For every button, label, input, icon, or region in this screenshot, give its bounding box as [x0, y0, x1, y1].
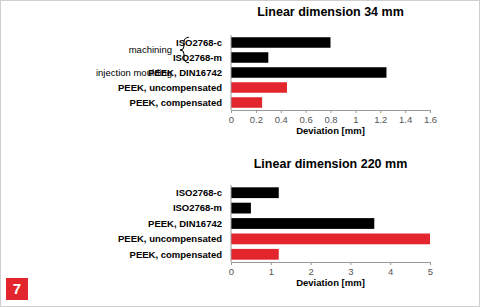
tick: 0	[229, 110, 234, 125]
bar	[231, 249, 279, 260]
category-label: ISO2768-m	[173, 52, 222, 63]
brace	[180, 37, 189, 63]
tick-mark	[390, 262, 391, 265]
badge-label: 7	[13, 280, 21, 297]
tick-mark	[430, 262, 431, 265]
tick-mark	[380, 110, 381, 113]
figure-badge: 7	[6, 278, 28, 300]
tick-label: 5	[428, 266, 433, 277]
tick-mark	[306, 110, 307, 113]
bar	[231, 82, 287, 93]
category-label: PEEK, compensated	[130, 249, 223, 260]
axis-line	[232, 263, 431, 266]
tick: 5	[428, 262, 433, 277]
tick: 0.2	[250, 110, 263, 125]
tick-label: 0.2	[250, 114, 263, 125]
y-axis-line	[231, 185, 232, 262]
tick-mark	[281, 110, 282, 113]
x-axis: 0 0.2 0.4 0.6 0.8 1 1.2 1.4 1.6	[229, 110, 437, 125]
tick-label: 1	[353, 114, 358, 125]
tick: 1	[353, 110, 358, 125]
tick: 0.8	[324, 110, 337, 125]
tick: 1	[269, 262, 274, 277]
bar	[231, 234, 430, 245]
chart: Linear dimension 34 mm ISO2768-c ISO2768-m…	[96, 5, 437, 136]
category-label: PEEK, uncompensated	[118, 82, 222, 93]
tick: 1.4	[399, 110, 412, 125]
title: Linear dimension 34 mm	[257, 5, 404, 19]
bar	[231, 52, 268, 63]
tick-label: 3	[348, 266, 353, 277]
frame	[1, 1, 480, 307]
x-axis: 0 1 2 3 4 5	[229, 262, 433, 277]
annotation: machining	[129, 44, 172, 55]
bar	[231, 187, 279, 198]
tick: 0.4	[275, 110, 288, 125]
tick: 3	[348, 262, 353, 277]
tick-label: 1.4	[399, 114, 412, 125]
axis-title: Deviation [mm]	[296, 125, 365, 136]
tick-label: 0.6	[300, 114, 313, 125]
tick-mark	[231, 110, 232, 113]
tick: 4	[388, 262, 393, 277]
tick: 0	[229, 262, 234, 277]
tick-mark	[311, 262, 312, 265]
tick-label: 1	[269, 266, 274, 277]
tick: 0.6	[300, 110, 313, 125]
annotation: injection moulding	[96, 67, 172, 78]
bar	[231, 97, 262, 108]
axis-line	[232, 111, 431, 114]
axis-title: Deviation [mm]	[296, 277, 365, 288]
tick-label: 0.8	[324, 114, 337, 125]
tick-mark	[331, 110, 332, 113]
badge-box	[6, 278, 28, 300]
bar	[231, 218, 374, 229]
tick-mark	[231, 262, 232, 265]
category-label: ISO2768-m	[173, 202, 222, 213]
chart: Linear dimension 220 mmISO2768-cISO2768-…	[118, 157, 433, 288]
tick-mark	[256, 110, 257, 113]
tick-label: 0	[229, 266, 234, 277]
tick-label: 0	[229, 114, 234, 125]
category-label: ISO2768-c	[176, 187, 222, 198]
category-label: PEEK, DIN16742	[148, 218, 222, 229]
category-label: ISO2768-c	[176, 37, 222, 48]
annotations: machining injection moulding	[96, 37, 189, 78]
bar	[231, 37, 331, 48]
tick-mark	[271, 262, 272, 265]
bars	[231, 187, 430, 259]
tick-label: 4	[388, 266, 393, 277]
category-label: PEEK, uncompensated	[118, 233, 222, 244]
category-labels: ISO2768-c ISO2768-m PEEK, DIN16742 PEEK, un…	[118, 187, 222, 260]
tick: 1.6	[424, 110, 437, 125]
tick-label: 1.2	[374, 114, 387, 125]
figure: Linear dimension 34 mm ISO2768-c ISO2768-m…	[0, 0, 480, 307]
tick-mark	[405, 110, 406, 113]
tick-label: 2	[308, 266, 313, 277]
y-axis-line	[231, 35, 232, 110]
bar	[231, 67, 386, 78]
tick-mark	[355, 110, 356, 113]
title: Linear dimension 220 mm	[254, 157, 408, 171]
tick-mark	[430, 110, 431, 113]
bar	[231, 203, 251, 214]
tick-label: 1.6	[424, 114, 437, 125]
category-label: PEEK, compensated	[130, 97, 223, 108]
bars	[231, 37, 386, 108]
tick-label: 0.4	[275, 114, 288, 125]
tick: 1.2	[374, 110, 387, 125]
tick: 2	[308, 262, 313, 277]
tick-mark	[350, 262, 351, 265]
